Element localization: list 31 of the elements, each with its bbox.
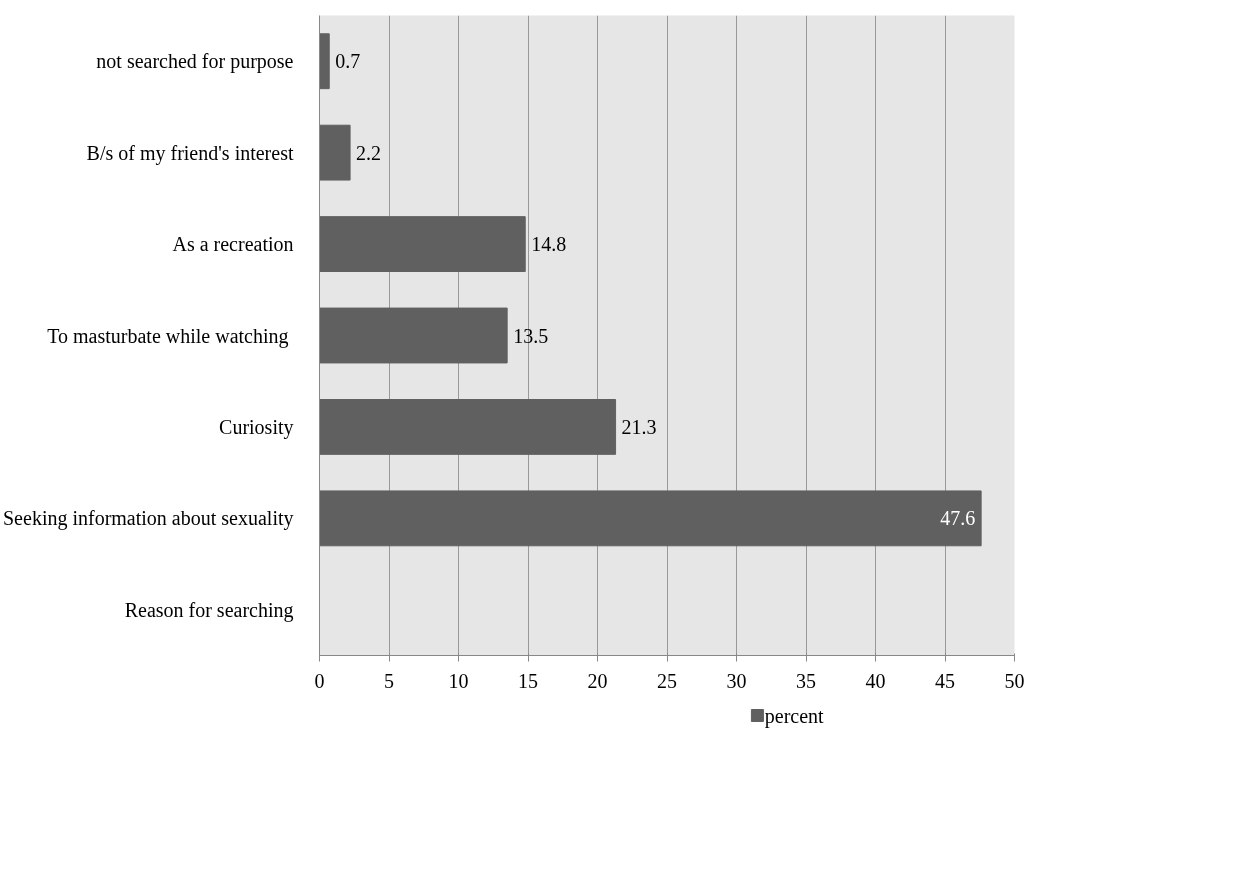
- bar: [319, 490, 982, 547]
- x-tick-label: 0: [314, 669, 325, 692]
- y-tick-label: Reason for searching: [124, 598, 294, 622]
- legend-label: percent: [764, 704, 825, 728]
- bar: [319, 124, 351, 181]
- data-label: 13.5: [513, 324, 549, 347]
- data-label: 0.7: [335, 50, 361, 73]
- x-tick-label: 10: [448, 669, 469, 692]
- x-tick-label: 40: [865, 669, 886, 692]
- y-tick-label: not searched for purpose: [96, 50, 294, 74]
- y-tick-label: Seeking information about sexuality: [3, 507, 294, 531]
- data-label: 2.2: [356, 141, 382, 164]
- x-tick-label: 20: [587, 669, 608, 692]
- x-tick-label: 15: [518, 669, 538, 692]
- x-tick-label: 50: [1004, 669, 1025, 692]
- bar: [319, 216, 526, 272]
- bar: [319, 307, 508, 364]
- x-tick-label: 45: [935, 669, 955, 692]
- data-label: 47.6: [940, 507, 976, 530]
- x-tick-label: 25: [657, 669, 677, 692]
- x-tick-label: 30: [726, 669, 747, 692]
- data-label: 14.8: [531, 233, 567, 256]
- bar: [319, 399, 617, 455]
- y-tick-label: To masturbate while watching: [47, 324, 289, 348]
- data-label: 21.3: [621, 415, 657, 438]
- y-tick-label: Curiosity: [219, 415, 294, 439]
- y-tick-label: B/s of my friend's interest: [86, 141, 294, 165]
- x-tick-label: 5: [384, 669, 394, 692]
- y-tick-label: As a recreation: [172, 233, 294, 256]
- bar: [319, 33, 330, 90]
- x-tick-label: 35: [796, 669, 816, 692]
